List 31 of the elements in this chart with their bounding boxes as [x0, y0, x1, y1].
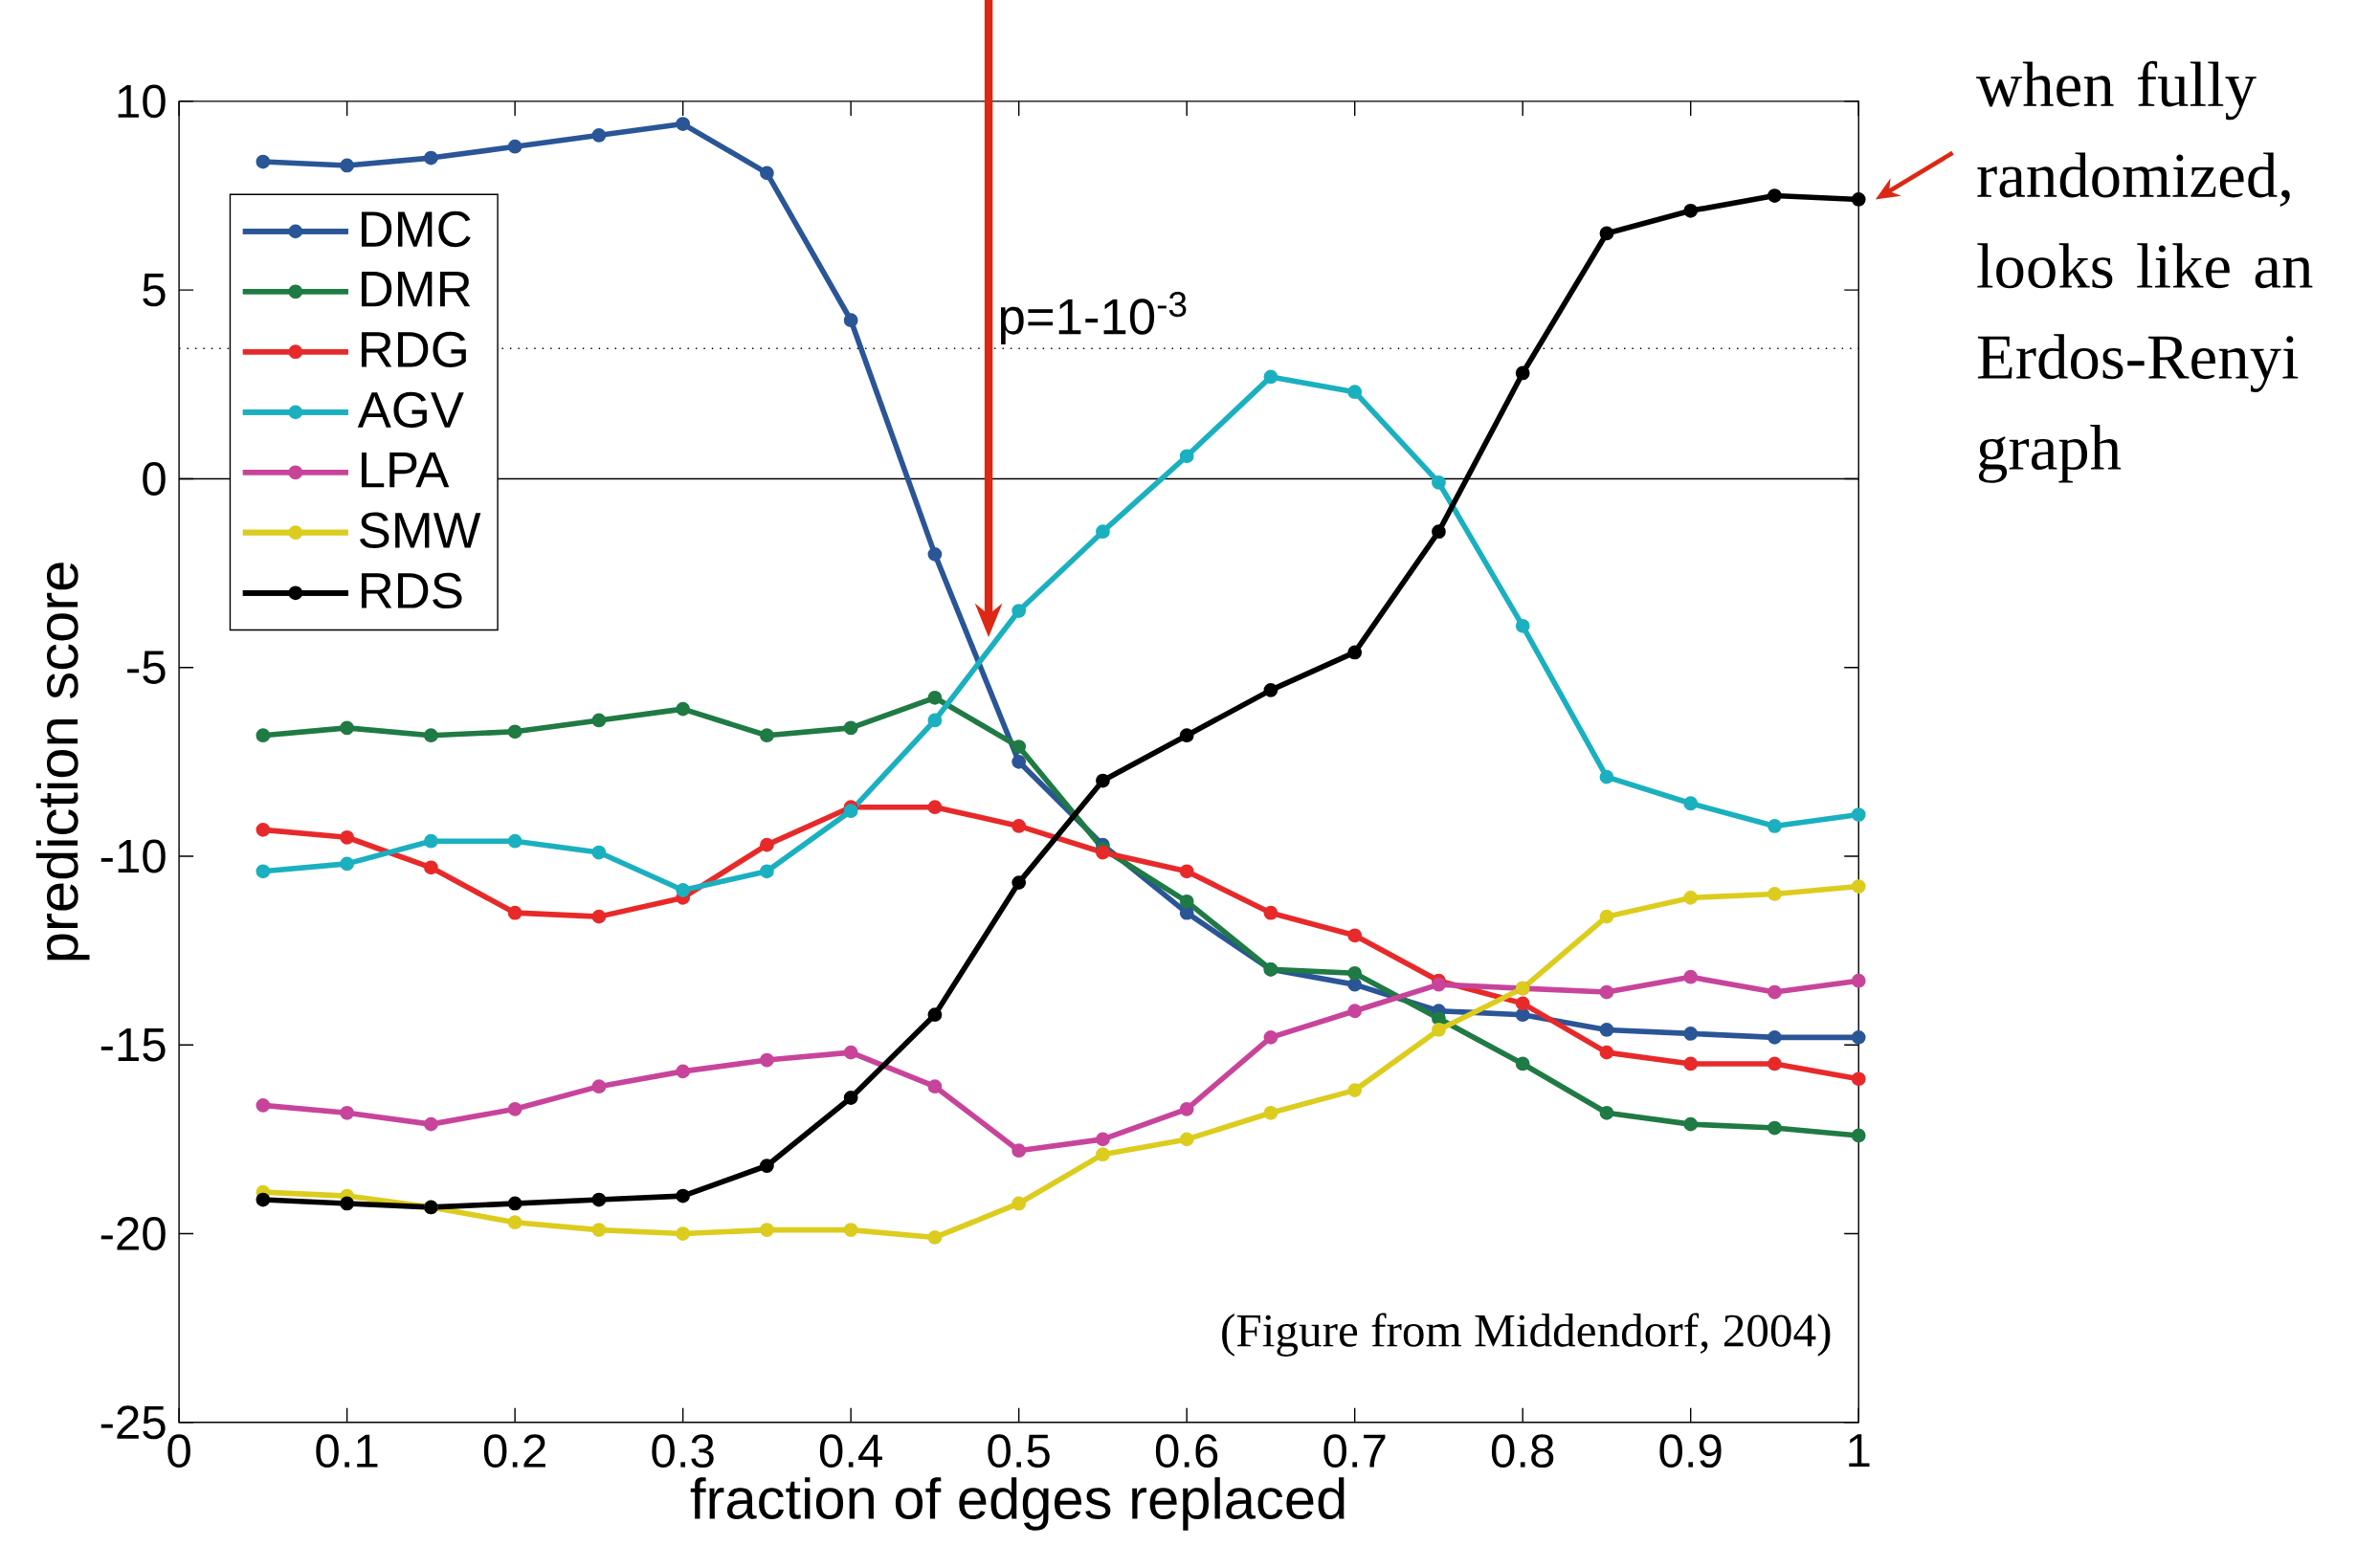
x-tick-label: 0.6 [1155, 1434, 1218, 1469]
legend-label: LPA [361, 452, 450, 488]
annotation: p=1-10$^{-3}$ [1000, 292, 1187, 345]
y-tick-label: 10 [118, 84, 166, 119]
annotation: (Figure from Middendorf, 2004) [1222, 1313, 1831, 1357]
y-tick-label: -20 [100, 1217, 166, 1250]
y-axis-title: prediction score [35, 563, 90, 961]
y-tick-label: -25 [100, 1405, 166, 1440]
x-tick-label: 0.2 [483, 1434, 545, 1469]
x-tick-label: 0.4 [819, 1434, 882, 1469]
y-tick-label: 5 [143, 274, 166, 307]
x-tick-label: 0.9 [1659, 1434, 1722, 1469]
y-tick-label: -5 [127, 651, 166, 684]
y-tick-label: 0 [143, 461, 166, 496]
annotation: when fully randomized, looks like an Erdos-Renyi graph [1976, 60, 2313, 483]
y-tick-label: -15 [100, 1028, 166, 1062]
x-tick-label: 0.5 [988, 1434, 1050, 1469]
x-tick-label: 0.8 [1491, 1434, 1554, 1469]
legend-label: SMW [360, 512, 481, 548]
y-tick-label: -10 [100, 839, 166, 873]
x-tick-label: 1 [1849, 1434, 1870, 1468]
x-tick-label: 0 [167, 1434, 190, 1469]
x-axis-title: fraction of edges replaced [690, 1477, 1345, 1531]
x-tick-label: 0.1 [316, 1434, 378, 1469]
legend-label: DMC [361, 210, 471, 248]
x-tick-label: 0.3 [652, 1434, 714, 1469]
legend-label: RDG [361, 331, 466, 367]
legend-label: RDS [361, 572, 462, 609]
legend-label: AGV [357, 391, 464, 429]
x-tick-label: 0.7 [1323, 1434, 1386, 1469]
legend-label: DMR [361, 272, 471, 307]
